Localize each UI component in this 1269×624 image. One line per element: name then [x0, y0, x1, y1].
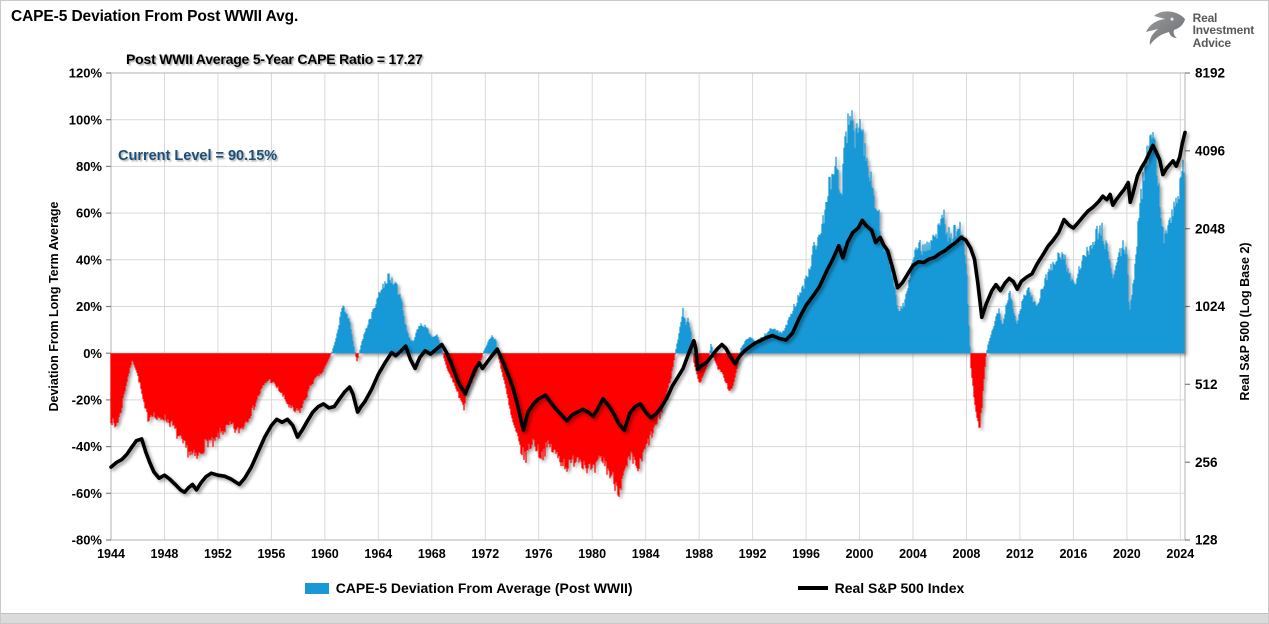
cape-deviation-positive-bars: [331, 110, 1185, 354]
x-tick-label: 2008: [953, 547, 981, 561]
y-left-tick-label: 60%: [76, 206, 102, 221]
x-tick-label: 2012: [1006, 547, 1034, 561]
x-tick-label: 1980: [578, 547, 606, 561]
x-tick-label: 1948: [151, 547, 179, 561]
x-tick-label: 1976: [525, 547, 553, 561]
y-right-tick-label: 4096: [1195, 144, 1226, 159]
cape-ratio-annotation: Post WWII Average 5-Year CAPE Ratio = 17…: [126, 51, 423, 67]
cape-deviation-area: [110, 110, 1185, 497]
x-tick-label: 1964: [364, 547, 392, 561]
eagle-icon: [1141, 8, 1187, 53]
y-left-tick-label: -20%: [72, 392, 103, 407]
x-tick-label: 1960: [311, 547, 339, 561]
cape-deviation-negative-bars: [110, 353, 987, 497]
current-level-label: Current Level = 90.15%: [118, 148, 278, 164]
y-right-tick-label: 2048: [1195, 221, 1226, 236]
x-tick-label: 2020: [1113, 547, 1141, 561]
logo-word-3: Advice: [1192, 35, 1231, 50]
y-left-tick-label: 20%: [76, 299, 102, 314]
x-tick-label: 1988: [685, 547, 713, 561]
x-tick-label: 1952: [204, 547, 232, 561]
legend-label-cape-deviation: CAPE-5 Deviation From Average (Post WWII…: [335, 580, 633, 596]
x-tick-label: 1996: [792, 547, 820, 561]
legend-item-sp500: Real S&P 500 Index: [797, 580, 965, 596]
legend-item-cape-deviation: CAPE-5 Deviation From Average (Post WWII…: [304, 580, 633, 596]
real-sp500-line: [109, 130, 1187, 494]
y-left-tick-label: 40%: [76, 252, 102, 267]
y-left-axis-title: Deviation From Long Term Average: [47, 201, 61, 411]
x-tick-label: 2016: [1059, 547, 1087, 561]
x-tick-label: 1972: [471, 547, 499, 561]
y-right-tick-label: 8192: [1195, 66, 1225, 81]
cape-deviation-chart: -80% -60% -40% -20% 0% 20% 40% 60% 80% 100% 120% 81…: [47, 66, 1252, 561]
y-right-tick-label: 1024: [1195, 299, 1226, 314]
x-tick-label: 1944: [97, 547, 125, 561]
chart-legend: CAPE-5 Deviation From Average (Post WWII…: [1, 580, 1268, 596]
x-tick-label: 2000: [846, 547, 874, 561]
page-title: CAPE-5 Deviation From Post WWII Avg.: [11, 8, 299, 25]
y-left-tick-label: -80%: [72, 533, 103, 548]
x-tick-label: 1984: [632, 547, 660, 561]
logo-wordmark: Real Investment Advice: [1192, 10, 1255, 50]
axis-ticks: [106, 72, 1190, 541]
blue-area-swatch-icon: [304, 582, 329, 594]
footer-band: [1, 613, 1268, 623]
x-tick-label: 1956: [257, 547, 285, 561]
y-left-tick-label: 120%: [69, 66, 103, 81]
real-investment-advice-logo: Real Investment Advice: [1141, 8, 1254, 53]
y-left-tick-label: -60%: [72, 486, 103, 501]
y-right-tick-label: 256: [1195, 455, 1218, 470]
y-right-tick-label: 128: [1195, 533, 1218, 548]
x-tick-label: 1968: [418, 547, 446, 561]
legend-label-sp500: Real S&P 500 Index: [834, 580, 965, 596]
y-left-tick-label: 0%: [83, 346, 102, 361]
logo-word-1: Real: [1192, 10, 1218, 25]
logo-word-2: Investment: [1192, 23, 1255, 38]
axis-labels: -80% -60% -40% -20% 0% 20% 40% 60% 80% 100% 120% 81…: [47, 66, 1252, 561]
y-right-axis-title: Real S&P 500 (Log Base 2): [1238, 242, 1252, 400]
y-left-tick-label: -40%: [72, 439, 103, 454]
x-tick-label: 2024: [1166, 547, 1194, 561]
y-left-tick-label: 100%: [69, 112, 103, 127]
x-tick-label: 2004: [899, 547, 927, 561]
y-right-tick-label: 512: [1195, 377, 1218, 392]
y-left-tick-label: 80%: [76, 159, 102, 174]
x-tick-label: 1992: [739, 547, 767, 561]
black-line-swatch-icon: [797, 586, 828, 590]
